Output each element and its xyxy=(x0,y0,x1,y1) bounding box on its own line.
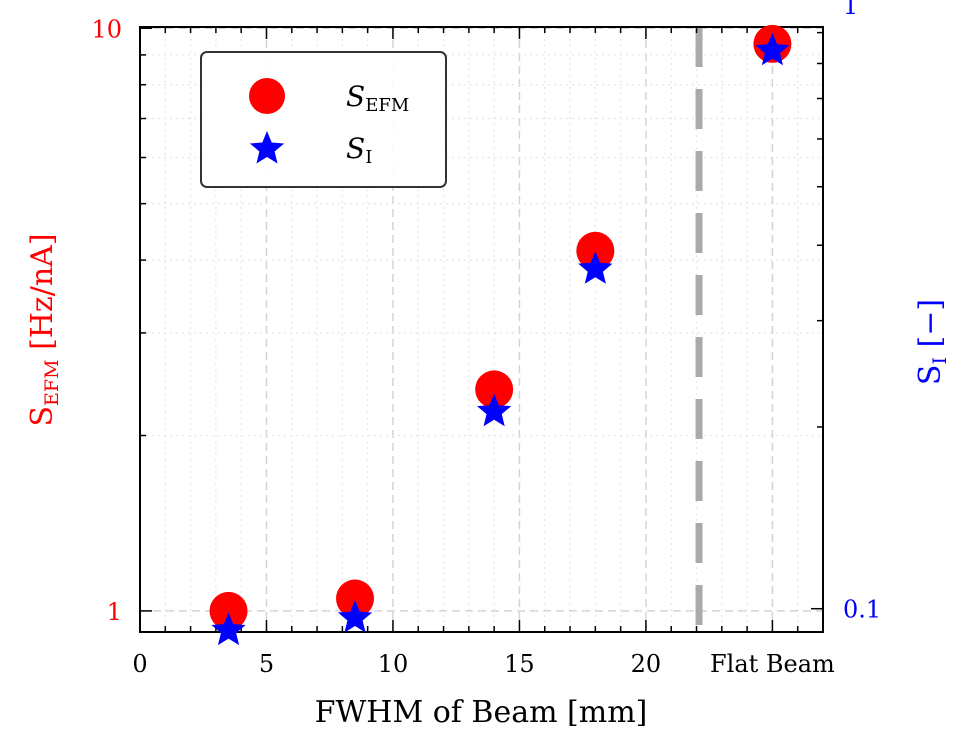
right-axis-title-sub: I xyxy=(929,357,951,365)
si-point xyxy=(477,393,512,427)
right-axis-title-base: S xyxy=(913,365,948,386)
x-tick-label: 20 xyxy=(631,650,662,678)
legend: SEFM SI xyxy=(200,51,447,188)
x-tick-label: Flat Beam xyxy=(710,650,835,678)
sefm-point xyxy=(336,579,375,618)
si-point xyxy=(578,251,613,284)
si-point xyxy=(211,612,246,646)
x-tick-label: 10 xyxy=(378,650,409,678)
y-left-tick-label: 1 xyxy=(107,598,122,626)
legend-marker-circle xyxy=(249,78,285,114)
legend-label-si: SI xyxy=(346,132,372,168)
si-point xyxy=(337,600,373,633)
data-marks xyxy=(209,24,792,646)
x-tick-label: 5 xyxy=(259,650,274,678)
plot-frame xyxy=(139,26,824,633)
x-axis-title: FWHM of Beam [mm] xyxy=(315,695,648,730)
x-tick-label: 0 xyxy=(132,650,147,678)
y-right-tick-label: 1 xyxy=(843,0,858,20)
si-point xyxy=(755,32,790,66)
right-axis-title: SI [−] xyxy=(913,299,951,385)
svg-text:SI [−]: SI [−] xyxy=(913,299,951,385)
grid xyxy=(140,27,823,632)
left-axis-title-sub: EFM xyxy=(41,359,63,406)
y-left-tick-label: 10 xyxy=(91,15,122,43)
y-right-tick-label: 0.1 xyxy=(843,596,881,624)
left-axis-title: SEFM [Hz/nA] xyxy=(25,233,63,426)
legend-label-sefm: SEFM xyxy=(346,80,409,116)
svg-text:SEFM [Hz/nA]: SEFM [Hz/nA] xyxy=(25,233,63,426)
legend-marker-star xyxy=(249,131,285,164)
left-axis-title-base: S xyxy=(25,406,60,427)
sefm-point xyxy=(209,591,248,630)
legend-box xyxy=(200,51,447,188)
x-tick-label: 15 xyxy=(504,650,535,678)
right-axis-title-unit: [−] xyxy=(913,299,948,357)
tick-labels: 0 5 10 15 20 Flat Beam 1 10 0.1 1 xyxy=(91,0,881,678)
sefm-point xyxy=(475,370,514,409)
sefm-point xyxy=(576,231,615,270)
left-axis-title-unit: [Hz/nA] xyxy=(25,233,60,359)
